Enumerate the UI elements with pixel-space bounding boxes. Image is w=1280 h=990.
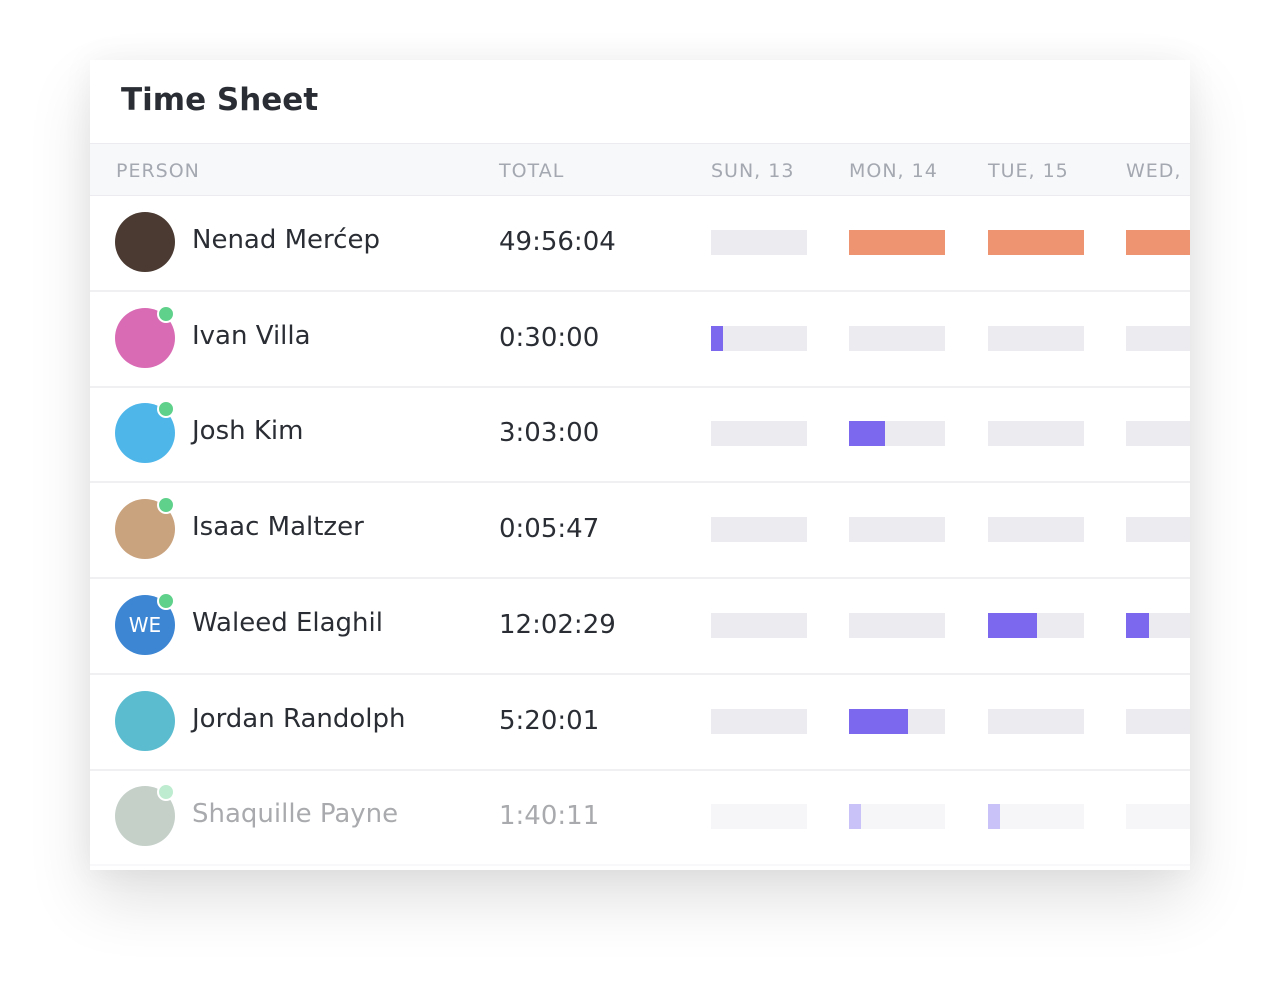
person-name: Waleed Elaghil [192,607,383,638]
total-time: 5:20:01 [499,705,600,736]
day-track [849,612,945,638]
total-time: 12:02:29 [499,609,616,640]
day-track [988,708,1084,734]
day-bar [1126,230,1190,255]
title: Time Sheet [121,82,319,118]
person-name: Isaac Maltzer [192,512,364,543]
person-row: Ivan Villa 0:30:00 [90,291,1190,388]
column-label: PERSON [116,160,200,182]
day-track [849,230,945,255]
day-track [849,421,945,447]
day-bar [988,804,1001,830]
online-indicator [157,783,175,802]
day-bar [711,325,724,351]
day-track [1126,421,1190,447]
person-name: Shaquille Payne [192,799,399,830]
day-track [1126,708,1190,734]
day-track [711,230,807,255]
day-bar [849,804,862,830]
day-track [988,612,1084,638]
day-track [1126,325,1190,351]
day-track [849,517,945,543]
person-row: Jordan Randolph 5:20:01 [90,674,1190,771]
total-time: 0:30:00 [499,322,600,353]
day-track [711,517,807,543]
online-indicator [157,400,175,419]
day-track [711,612,807,638]
day-track [1126,230,1190,255]
total-time: 3:03:00 [499,418,600,449]
person-row: WE Waleed Elaghil 12:02:29 [90,578,1190,675]
day-track [988,325,1084,351]
column-label: MON, 14 [849,160,938,182]
avatar [115,690,175,751]
column-label: TOTAL [499,160,565,182]
day-track [711,421,807,447]
avatar [115,212,175,272]
day-track [988,517,1084,543]
person-row: Shaquille Payne 1:40:11 [90,769,1190,867]
day-track [849,325,945,351]
day-track [1126,517,1190,543]
day-track [988,230,1084,255]
online-indicator [157,496,175,515]
total-time: 1:40:11 [499,801,600,832]
day-track [988,804,1084,830]
person-row: Josh Kim 3:03:00 [90,386,1190,484]
day-track [711,325,807,351]
day-track [988,421,1084,447]
total-time: 0:05:47 [499,514,600,545]
day-bar [988,612,1037,638]
person-name: Josh Kim [192,416,304,447]
day-track [849,804,945,830]
day-track [711,708,807,734]
column-header: PERSON TOTAL SUN, 13 MON, 14 TUE, 15 WED, [90,143,1190,196]
day-bar [849,708,908,734]
day-track [711,804,807,830]
day-track [849,708,945,734]
column-label: TUE, 15 [988,160,1069,182]
online-indicator [157,304,175,323]
person-row: Nenad Merćep 49:56:04 [90,195,1190,292]
column-label: WED, [1126,160,1182,182]
person-row: Isaac Maltzer 0:05:47 [90,482,1190,580]
person-name: Jordan Randolph [192,703,406,734]
person-name: Ivan Villa [192,320,311,351]
day-bar [1126,612,1150,638]
total-time: 49:56:04 [499,227,616,257]
person-name: Nenad Merćep [192,225,380,255]
online-indicator [157,591,175,610]
day-track [1126,804,1190,830]
time-sheet-card: Time Sheet PERSON TOTAL SUN, 13 MON, 14 TUE,… [90,60,1190,870]
day-bar [849,421,886,447]
day-bar [988,230,1084,255]
day-bar [849,230,945,255]
column-label: SUN, 13 [711,160,795,182]
day-track [1126,612,1190,638]
